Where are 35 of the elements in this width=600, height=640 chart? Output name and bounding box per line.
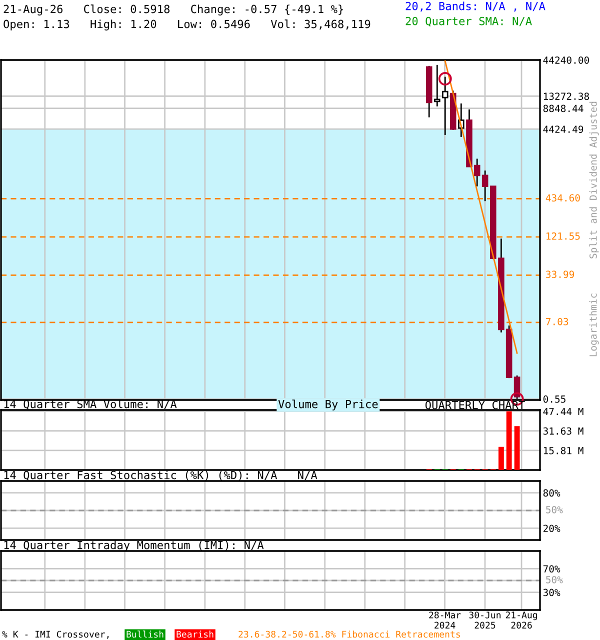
- text: Bearish: [176, 630, 214, 638]
- x-tick-label: 28-Mar 2024: [429, 612, 461, 629]
- y-tick-label: 30%: [543, 588, 560, 596]
- chart-title: 14 Quarter Fast Stochastic (%K) (%D): N/A N/A: [4, 470, 318, 481]
- x-tick-label: 30-Jun 2025: [469, 612, 500, 629]
- y-tick-label: 8848.44: [543, 104, 584, 112]
- chart-subtitle: Open: 1.13 High: 1.20 Low: 0.5496 Vol: 35,468,119: [4, 20, 370, 30]
- text: % K - IMI Crossover,: [2, 630, 109, 639]
- ref-line-label: 7.03: [546, 318, 568, 326]
- text: 20,2 Bands: N/A , N/A: [406, 2, 546, 12]
- y-tick-label: 20%: [544, 524, 560, 532]
- ref-line-label: 50%: [546, 576, 563, 584]
- y-tick-label: 47.44 M: [543, 408, 584, 416]
- text: Bullish: [126, 630, 164, 638]
- text: 20 Quarter SMA: N/A: [406, 16, 532, 27]
- ref-line-label: 33.99: [546, 270, 574, 278]
- chart-title: 21-Aug-26 Close: 0.5918 Change: -0.57 {-49.1 %}: [4, 4, 343, 16]
- y-tick-label: 15.81 M: [544, 446, 584, 454]
- y-tick-label: 4424.49: [543, 126, 584, 133]
- annotation: QUARTERLY CHART: [425, 400, 525, 411]
- ref-line-label: 50%: [546, 506, 563, 514]
- ref-line-label: 434.60: [546, 194, 580, 202]
- text: 23.6-38.2-50-61.8% Fibonacci Retracements: [238, 630, 460, 638]
- chart-title: 14 Quarter Intraday Momentum (IMI): N/A: [4, 540, 264, 552]
- ref-line-label: 121.55: [546, 232, 580, 240]
- annotation: Volume By Price: [278, 400, 378, 410]
- y-tick-label: 0.55: [543, 395, 566, 403]
- y-tick-label: 13272.38: [544, 92, 589, 100]
- y-tick-label: 31.63 M: [543, 427, 584, 435]
- text: Split and Dividend Adjusted: [589, 102, 599, 258]
- y-tick-label: 70%: [543, 565, 560, 573]
- y-tick-label: 44240.00: [543, 56, 589, 64]
- text: Logarithmic: [589, 294, 599, 356]
- x-tick-label: 21-Aug 2026: [506, 612, 537, 629]
- y-tick-label: 80%: [543, 489, 560, 497]
